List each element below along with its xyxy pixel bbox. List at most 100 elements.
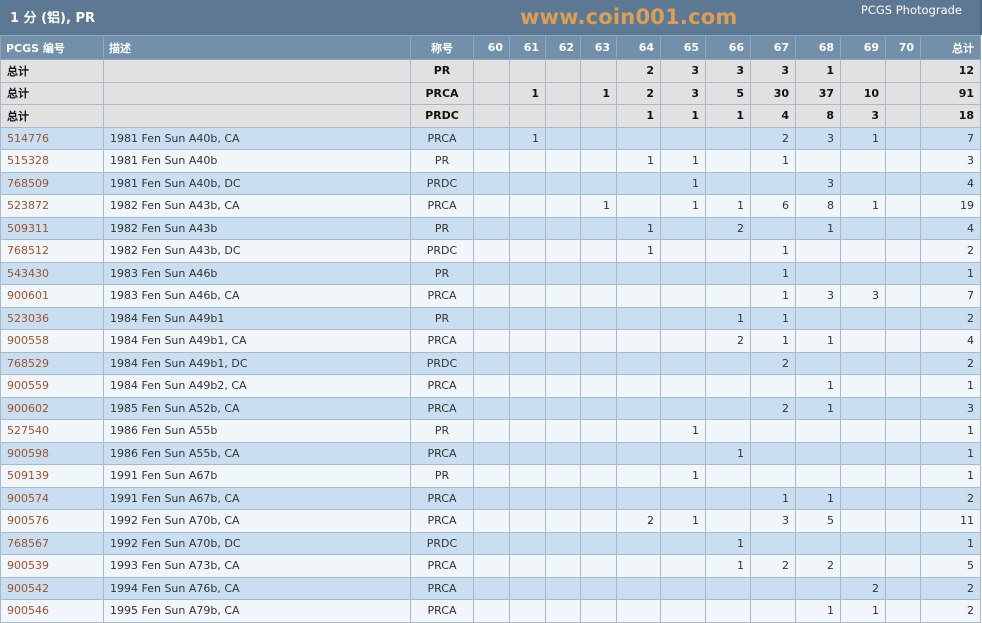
- grade-count[interactable]: 1: [705, 306, 751, 330]
- col-grade-65[interactable]: 65: [660, 35, 706, 60]
- pcgs-number-link[interactable]: 900598: [0, 441, 104, 465]
- grade-count[interactable]: 1: [616, 239, 661, 263]
- grade-count[interactable]: 2: [616, 509, 661, 533]
- grade-count[interactable]: 1: [840, 599, 886, 623]
- total-row: 总计 PRDC 1 1 1 4 8 3 18: [0, 104, 981, 128]
- grade-count[interactable]: 1: [750, 486, 796, 510]
- pcgs-number-link[interactable]: 900601: [0, 284, 104, 308]
- grade-count[interactable]: 1: [750, 329, 796, 353]
- grade-count: [885, 486, 921, 510]
- pcgs-number-link[interactable]: 900576: [0, 509, 104, 533]
- col-grade-63[interactable]: 63: [580, 35, 617, 60]
- col-grade-64[interactable]: 64: [616, 35, 661, 60]
- grade-count: [795, 351, 841, 375]
- grade-count[interactable]: 1: [660, 464, 706, 488]
- pcgs-number-link[interactable]: 768567: [0, 531, 104, 555]
- col-grade-61[interactable]: 61: [509, 35, 546, 60]
- grade-count[interactable]: 5: [795, 509, 841, 533]
- grade-count[interactable]: 1: [795, 486, 841, 510]
- grade-count: [840, 554, 886, 578]
- pcgs-number-link[interactable]: 768509: [0, 171, 104, 195]
- grade-count[interactable]: 1: [580, 194, 617, 218]
- col-grade-60[interactable]: 60: [473, 35, 510, 60]
- table-row: 527540 1986 Fen Sun A55b PR 1 1: [0, 419, 981, 443]
- grade-count[interactable]: 3: [840, 284, 886, 308]
- grade-count[interactable]: 1: [750, 149, 796, 173]
- grade-count[interactable]: 8: [795, 194, 841, 218]
- grade-count[interactable]: 1: [795, 329, 841, 353]
- grade-count[interactable]: 2: [750, 396, 796, 420]
- col-grade-62[interactable]: 62: [545, 35, 581, 60]
- grade-count[interactable]: 1: [705, 441, 751, 465]
- grade-count[interactable]: 1: [616, 216, 661, 240]
- grade-count[interactable]: 1: [750, 284, 796, 308]
- col-grade-68[interactable]: 68: [795, 35, 841, 60]
- grade-count[interactable]: 1: [660, 194, 706, 218]
- grade-count[interactable]: 1: [750, 239, 796, 263]
- photograde-link[interactable]: PCGS Photograde: [860, 3, 962, 17]
- grade-count[interactable]: 3: [795, 284, 841, 308]
- grade-count: [616, 351, 661, 375]
- col-grade-67[interactable]: 67: [750, 35, 796, 60]
- grade-count[interactable]: 2: [840, 576, 886, 600]
- grade-count[interactable]: 3: [795, 171, 841, 195]
- grade-count[interactable]: 1: [660, 419, 706, 443]
- pcgs-number-link[interactable]: 523872: [0, 194, 104, 218]
- grade-count[interactable]: 1: [509, 126, 546, 150]
- grade-count[interactable]: 1: [616, 149, 661, 173]
- grade-count[interactable]: 1: [795, 396, 841, 420]
- pcgs-number-link[interactable]: 900546: [0, 599, 104, 623]
- col-desc[interactable]: 描述: [103, 35, 411, 60]
- grade-count[interactable]: 1: [705, 531, 751, 555]
- grade-count[interactable]: 1: [795, 374, 841, 398]
- grade-count[interactable]: 2: [705, 216, 751, 240]
- grade-count[interactable]: 1: [705, 194, 751, 218]
- pcgs-number-link[interactable]: 515328: [0, 149, 104, 173]
- grade-count[interactable]: 1: [705, 554, 751, 578]
- grade-count[interactable]: 1: [750, 306, 796, 330]
- pcgs-number-link[interactable]: 900542: [0, 576, 104, 600]
- grade-count[interactable]: 1: [840, 126, 886, 150]
- pcgs-number-link[interactable]: 509311: [0, 216, 104, 240]
- pcgs-number-link[interactable]: 768529: [0, 351, 104, 375]
- grade-count[interactable]: 2: [705, 329, 751, 353]
- grade-count[interactable]: 1: [660, 509, 706, 533]
- grade-count: 30: [750, 81, 796, 105]
- pcgs-number-link[interactable]: 900559: [0, 374, 104, 398]
- col-grade-70[interactable]: 70: [885, 35, 921, 60]
- grade-count[interactable]: 1: [795, 599, 841, 623]
- pcgs-number-link[interactable]: 523036: [0, 306, 104, 330]
- pcgs-number-link[interactable]: 543430: [0, 261, 104, 285]
- grade-count[interactable]: 3: [795, 126, 841, 150]
- col-grade-69[interactable]: 69: [840, 35, 886, 60]
- pcgs-number-link[interactable]: 514776: [0, 126, 104, 150]
- grade-count: [660, 599, 706, 623]
- grade-count[interactable]: 6: [750, 194, 796, 218]
- grade-count[interactable]: 1: [660, 171, 706, 195]
- pcgs-number-link[interactable]: 900539: [0, 554, 104, 578]
- table-row: 768512 1982 Fen Sun A43b, DC PRDC 1 1 2: [0, 239, 981, 263]
- pcgs-number-link[interactable]: 900602: [0, 396, 104, 420]
- grade-count[interactable]: 2: [795, 554, 841, 578]
- pcgs-number-link[interactable]: 527540: [0, 419, 104, 443]
- col-code[interactable]: PCGS 编号: [0, 35, 104, 60]
- grade-count: 1: [509, 81, 546, 105]
- grade-count[interactable]: 3: [750, 509, 796, 533]
- grade-count[interactable]: 1: [660, 149, 706, 173]
- grade-count[interactable]: 2: [750, 554, 796, 578]
- col-total[interactable]: 总计: [920, 35, 981, 60]
- grade-count[interactable]: 2: [750, 126, 796, 150]
- pcgs-number-link[interactable]: 768512: [0, 239, 104, 263]
- grade-count[interactable]: 1: [750, 261, 796, 285]
- pcgs-number-link[interactable]: 900574: [0, 486, 104, 510]
- row-total: 4: [920, 171, 981, 195]
- grade-count: [705, 576, 751, 600]
- grade-count[interactable]: 1: [795, 216, 841, 240]
- grade-count[interactable]: 1: [840, 194, 886, 218]
- grade-count[interactable]: 2: [750, 351, 796, 375]
- col-designation[interactable]: 称号: [410, 35, 474, 60]
- pcgs-number-link[interactable]: 509139: [0, 464, 104, 488]
- col-grade-66[interactable]: 66: [705, 35, 751, 60]
- pcgs-number-link[interactable]: 900558: [0, 329, 104, 353]
- grade-count: [705, 261, 751, 285]
